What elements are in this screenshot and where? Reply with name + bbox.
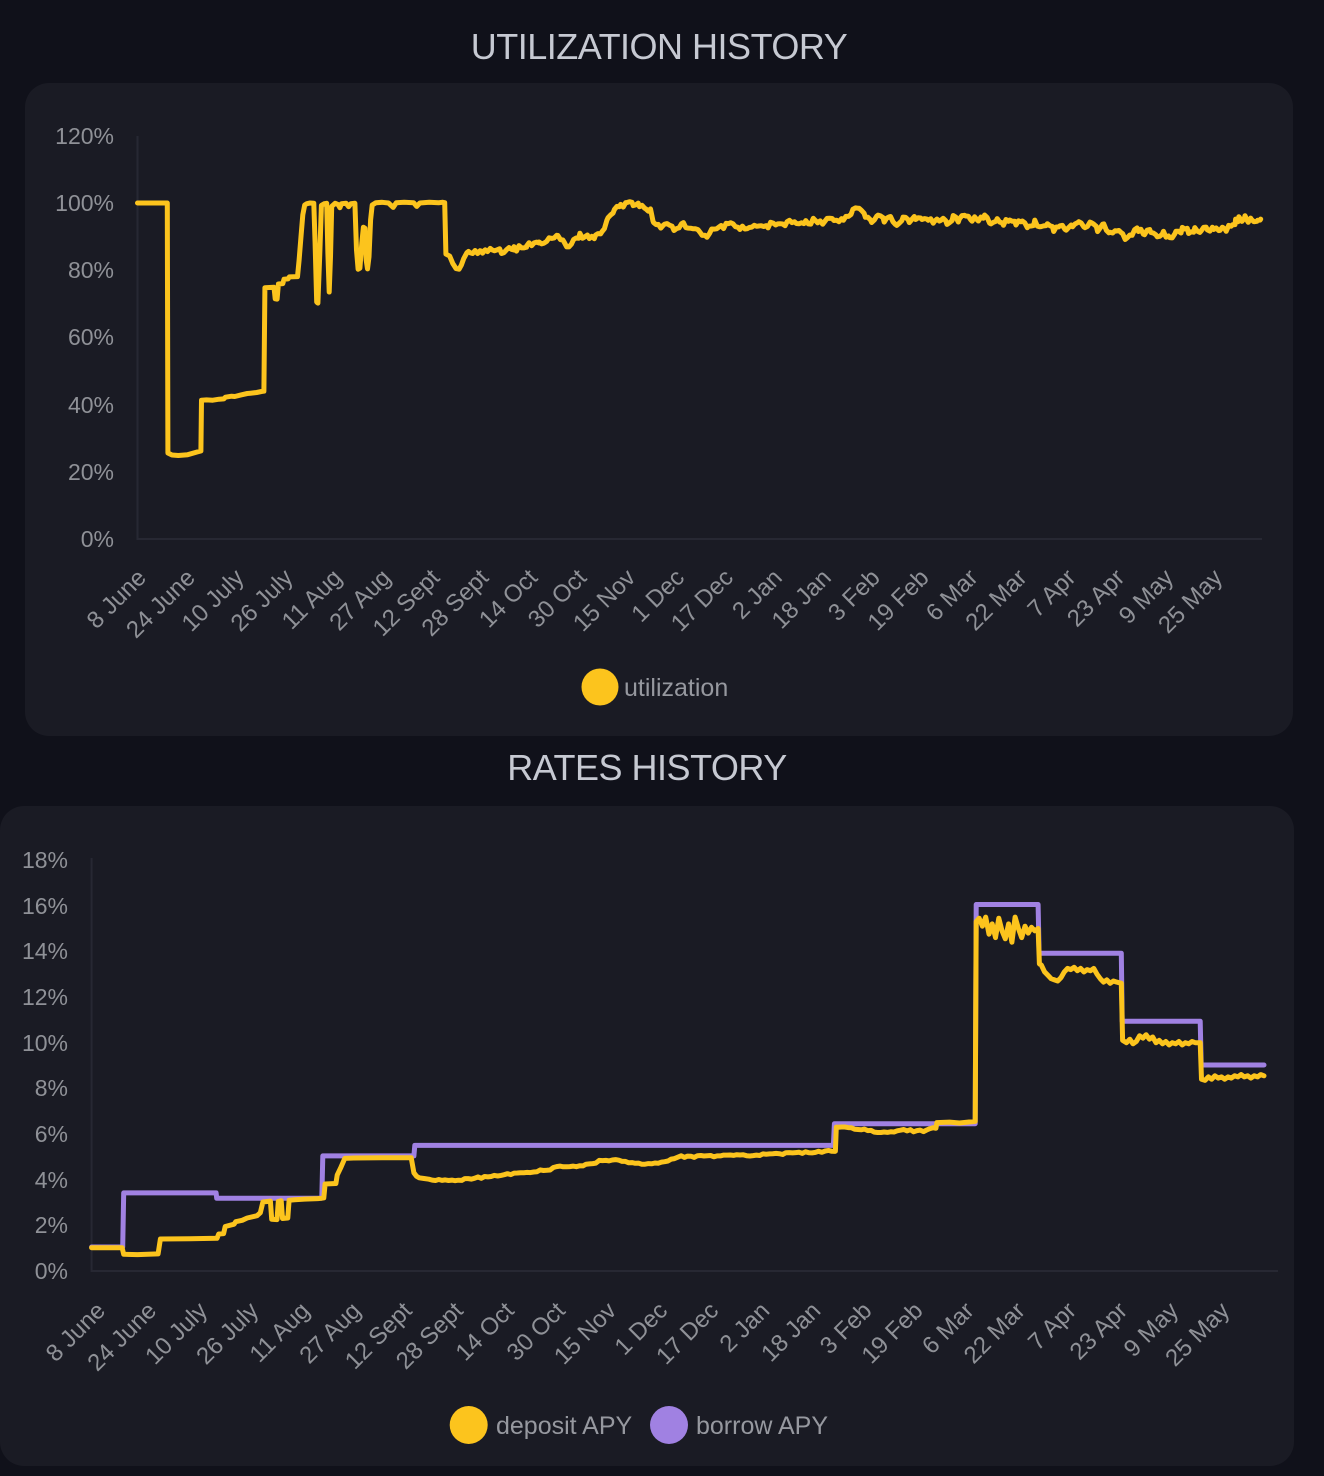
svg-text:100%: 100% (55, 190, 114, 216)
svg-text:16%: 16% (22, 893, 68, 919)
svg-text:borrow APY: borrow APY (696, 1412, 828, 1440)
svg-text:deposit APY: deposit APY (496, 1412, 633, 1440)
svg-text:80%: 80% (68, 257, 114, 283)
svg-text:12%: 12% (22, 984, 68, 1010)
svg-text:0%: 0% (81, 526, 114, 552)
svg-text:8%: 8% (35, 1075, 68, 1101)
svg-text:23 Apr: 23 Apr (1065, 1297, 1133, 1365)
svg-text:60%: 60% (68, 324, 114, 350)
svg-text:UTILIZATION HISTORY: UTILIZATION HISTORY (471, 26, 848, 67)
svg-text:2%: 2% (35, 1212, 68, 1238)
svg-text:10%: 10% (22, 1030, 68, 1056)
svg-text:14%: 14% (22, 938, 68, 964)
svg-text:4%: 4% (35, 1167, 68, 1193)
svg-text:40%: 40% (68, 392, 114, 418)
svg-text:utilization: utilization (624, 674, 728, 702)
svg-text:20%: 20% (68, 459, 114, 485)
svg-text:6%: 6% (35, 1121, 68, 1147)
svg-text:RATES HISTORY: RATES HISTORY (507, 747, 787, 788)
svg-text:18%: 18% (22, 847, 68, 873)
svg-text:120%: 120% (55, 123, 114, 149)
svg-text:0%: 0% (35, 1258, 68, 1284)
svg-text:18 Jan: 18 Jan (756, 1297, 826, 1367)
